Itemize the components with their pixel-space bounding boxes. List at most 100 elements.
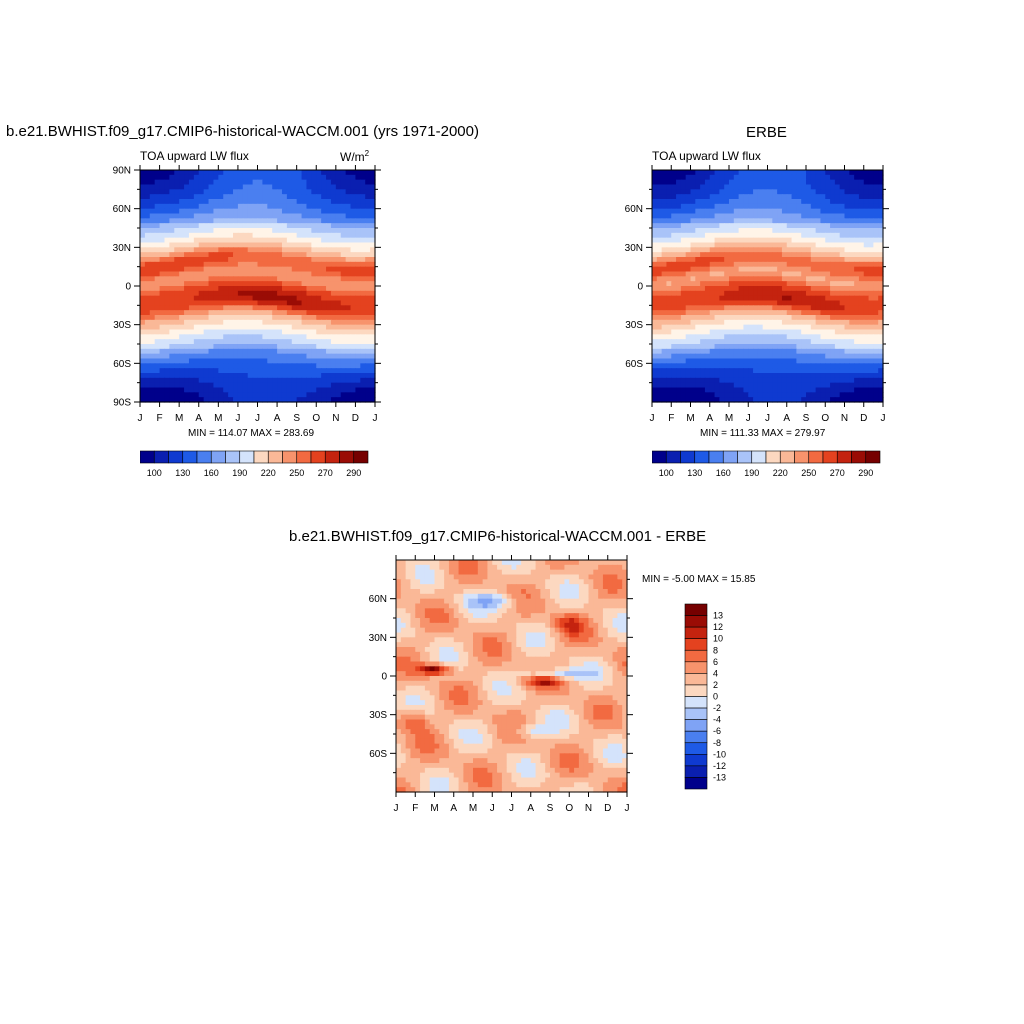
- contour-cell: [316, 392, 322, 398]
- contour-cell: [762, 295, 769, 302]
- contour-cell: [810, 339, 817, 345]
- contour-cell: [695, 242, 701, 248]
- contour-cell: [291, 373, 298, 379]
- contour-cell: [738, 247, 745, 253]
- contour-cell: [661, 324, 668, 331]
- contour-cell: [854, 329, 860, 335]
- contour-cell: [873, 232, 879, 239]
- contour-cell: [144, 329, 151, 335]
- contour-cell: [854, 310, 860, 316]
- contour-cell: [154, 184, 161, 190]
- contour-cell: [868, 189, 874, 195]
- contour-cell: [233, 324, 239, 331]
- contour-cell: [330, 305, 337, 311]
- contour-cell: [767, 315, 773, 321]
- contour-cell: [680, 179, 687, 186]
- contour-cell: [680, 281, 687, 287]
- contour-cell: [729, 305, 735, 311]
- contour-cell: [748, 242, 754, 248]
- contour-cell: [680, 184, 687, 190]
- contour-cell: [849, 189, 855, 195]
- contour-cell: [281, 194, 288, 200]
- contour-cell: [350, 223, 357, 229]
- contour-cell: [400, 564, 407, 571]
- contour-cell: [767, 281, 773, 287]
- contour-cell: [311, 223, 317, 229]
- contour-cell: [281, 286, 288, 292]
- contour-cell: [849, 397, 855, 403]
- contour-cell: [223, 387, 229, 393]
- contour-cell: [360, 324, 366, 331]
- contour-cell: [762, 261, 769, 268]
- contour-cell: [791, 319, 797, 326]
- contour-cell: [140, 339, 146, 345]
- contour-cell: [326, 184, 332, 190]
- contour-cell: [839, 344, 846, 350]
- contour-cell: [237, 377, 244, 384]
- contour-cell: [709, 324, 716, 331]
- contour-cell: [184, 247, 190, 253]
- contour-cell: [757, 276, 764, 282]
- contour-cell: [704, 261, 711, 268]
- contour-cell: [198, 179, 205, 186]
- contour-cell: [169, 387, 175, 393]
- contour-cell: [350, 199, 357, 205]
- contour-cell: [237, 387, 244, 393]
- contour-cell: [652, 252, 658, 258]
- contour-cell: [830, 194, 836, 200]
- contour-cell: [854, 295, 860, 302]
- contour-cell: [772, 247, 778, 253]
- contour-cell: [184, 281, 190, 287]
- contour-cell: [154, 329, 161, 335]
- contour-cell: [350, 208, 357, 215]
- contour-cell: [719, 368, 725, 374]
- contour-cell: [198, 286, 205, 292]
- contour-cell: [345, 363, 352, 369]
- contour-cell: [676, 184, 682, 190]
- contour-cell: [810, 397, 817, 403]
- contour-cell: [365, 261, 371, 268]
- contour-cell: [815, 276, 822, 282]
- contour-cell: [767, 305, 773, 311]
- contour-cell: [213, 363, 219, 369]
- contour-cell: [777, 329, 783, 335]
- contour-cell: [198, 170, 205, 176]
- contour-cell: [863, 290, 870, 297]
- x-tick-label: J: [650, 413, 655, 424]
- contour-cell: [242, 228, 249, 234]
- contour-cell: [671, 281, 677, 287]
- contour-cell: [704, 247, 711, 253]
- contour-cell: [652, 290, 658, 297]
- contour-cell: [326, 189, 332, 195]
- contour-cell: [311, 276, 317, 282]
- contour-cell: [525, 569, 532, 576]
- contour-cell: [267, 179, 273, 186]
- contour-cell: [777, 232, 783, 239]
- contour-cell: [188, 232, 195, 239]
- contour-cell: [203, 387, 210, 393]
- contour-cell: [656, 170, 663, 176]
- contour-cell: [733, 286, 740, 292]
- contour-cell: [316, 228, 322, 234]
- contour-cell: [140, 218, 146, 224]
- contour-cell: [242, 208, 249, 215]
- contour-cell: [203, 348, 210, 355]
- contour-cell: [617, 569, 623, 576]
- contour-cell: [262, 247, 268, 253]
- contour-cell: [834, 353, 841, 360]
- contour-cell: [326, 339, 332, 345]
- contour-cell: [858, 339, 865, 345]
- contour-cell: [729, 334, 735, 340]
- contour-cell: [733, 208, 740, 215]
- contour-cell: [652, 310, 658, 316]
- contour-cell: [724, 170, 730, 176]
- contour-cell: [311, 334, 317, 340]
- contour-cell: [757, 170, 764, 176]
- contour-cell: [695, 208, 701, 215]
- contour-cell: [700, 373, 706, 379]
- contour-cell: [370, 300, 376, 306]
- contour-cell: [652, 339, 658, 345]
- contour-cell: [729, 387, 735, 393]
- contour-cell: [772, 315, 778, 321]
- contour-cell: [301, 281, 308, 287]
